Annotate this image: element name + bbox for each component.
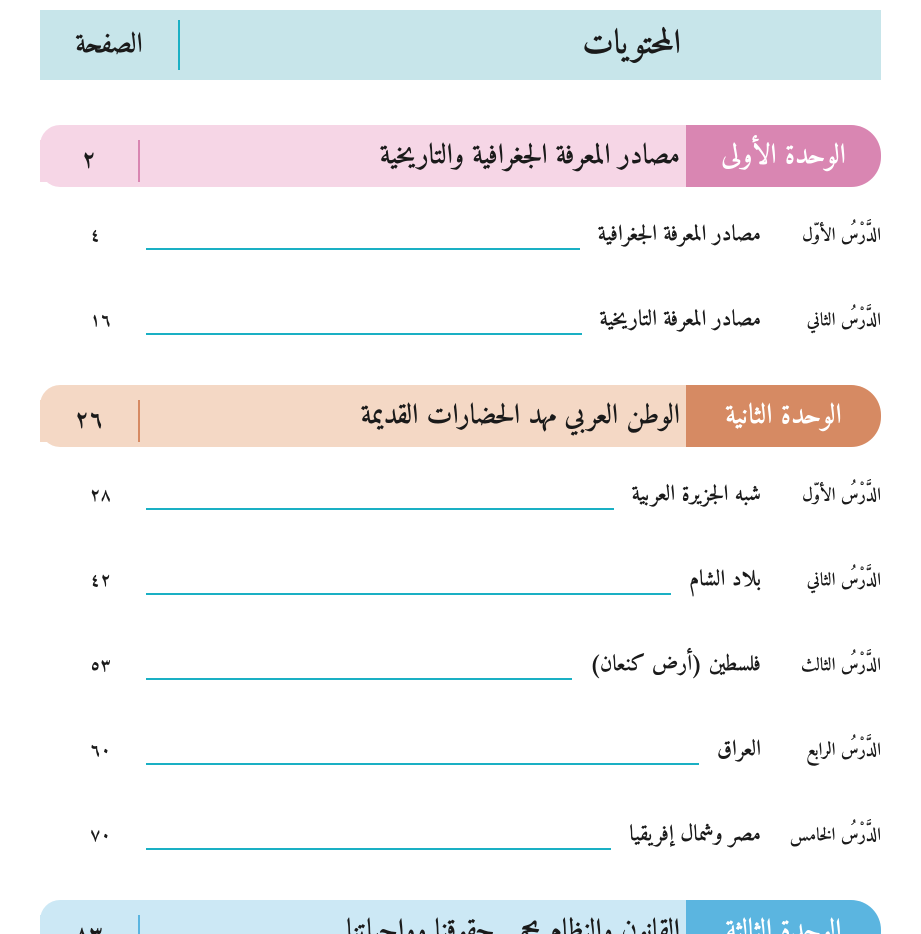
lesson-row: الدَّرْسُ الثاني مصادر المعرفة التاريخية… — [40, 300, 881, 339]
lesson-title: العراق — [705, 730, 761, 769]
unit-title-wrap: القانون والنظام يحمي حقوقنا وواجباتنا ٨٣ — [40, 900, 686, 934]
unit-title: مصادر المعرفة الجغرافية والتاريخية — [136, 132, 704, 181]
unit-title: القانون والنظام يحمي حقوقنا وواجباتنا — [136, 907, 704, 934]
leader-line — [146, 848, 611, 850]
lesson-title: مصادر المعرفة التاريخية — [588, 300, 761, 339]
leader-line — [146, 678, 572, 680]
page-column-label: الصفحة — [40, 20, 180, 70]
unit-label: الوحدة الأولى — [686, 125, 881, 187]
unit-page: ٨٣ — [40, 915, 140, 934]
lesson-title: مصادر المعرفة الجغرافية — [586, 215, 761, 254]
unit-title-wrap: مصادر المعرفة الجغرافية والتاريخية ٢ — [40, 125, 686, 187]
lesson-row: الدَّرْسُ الرابع العراق ٦٠ — [40, 730, 881, 769]
leader-line — [146, 763, 699, 765]
lesson-row: الدَّرْسُ الأوّل شبه الجزيرة العربية ٢٨ — [40, 475, 881, 514]
lesson-page: ٢٨ — [90, 481, 140, 512]
lesson-label: الدَّرْسُ الخامس — [761, 821, 881, 852]
lesson-label: الدَّرْسُ الثاني — [761, 566, 881, 597]
unit-page: ٢٦ — [40, 400, 140, 442]
unit-label: الوحدة الثانية — [686, 385, 881, 447]
toc-title: المحتويات — [180, 15, 881, 75]
lesson-row: الدَّرْسُ الأوّل مصادر المعرفة الجغرافية… — [40, 215, 881, 254]
lesson-page: ٤٢ — [90, 566, 140, 597]
lesson-page: ٧٠ — [90, 821, 140, 852]
lesson-label: الدَّرْسُ الأوّل — [761, 481, 881, 512]
lesson-label: الدَّرْسُ الثاني — [761, 306, 881, 337]
unit-label: الوحدة الثالثة — [686, 900, 881, 934]
lesson-page: ٤ — [90, 221, 140, 252]
lesson-title: مصر وشمال إفريقيا — [617, 815, 761, 854]
unit-row: الوحدة الثانية الوطن العربي مهد الحضارات… — [40, 385, 881, 447]
lesson-label: الدَّرْسُ الرابع — [761, 736, 881, 767]
unit-row: الوحدة الأولى مصادر المعرفة الجغرافية وا… — [40, 125, 881, 187]
lesson-row: الدَّرْسُ الثالث فلسطين (أرض كنعان) ٥٣ — [40, 645, 881, 684]
lesson-title: بلاد الشام — [677, 560, 761, 599]
lesson-list: الدَّرْسُ الأوّل شبه الجزيرة العربية ٢٨ … — [40, 475, 881, 854]
lesson-title: فلسطين (أرض كنعان) — [578, 645, 761, 684]
lesson-label: الدَّرْسُ الثالث — [761, 651, 881, 682]
lesson-list: الدَّرْسُ الأوّل مصادر المعرفة الجغرافية… — [40, 215, 881, 339]
unit-title-wrap: الوطن العربي مهد الحضارات القديمة ٢٦ — [40, 385, 686, 447]
lesson-page: ٥٣ — [90, 651, 140, 682]
lesson-label: الدَّرْسُ الأوّل — [761, 221, 881, 252]
unit-page: ٢ — [40, 140, 140, 182]
lesson-title: شبه الجزيرة العربية — [620, 475, 761, 514]
leader-line — [146, 508, 614, 510]
unit-title: الوطن العربي مهد الحضارات القديمة — [136, 392, 704, 441]
lesson-page: ١٦ — [90, 306, 140, 337]
unit-row-partial: الوحدة الثالثة القانون والنظام يحمي حقوق… — [40, 900, 881, 934]
lesson-page: ٦٠ — [90, 736, 140, 767]
lesson-row: الدَّرْسُ الثاني بلاد الشام ٤٢ — [40, 560, 881, 599]
leader-line — [146, 333, 582, 335]
leader-line — [146, 593, 671, 595]
lesson-row: الدَّرْسُ الخامس مصر وشمال إفريقيا ٧٠ — [40, 815, 881, 854]
header-bar: المحتويات الصفحة — [40, 10, 881, 80]
leader-line — [146, 248, 580, 250]
